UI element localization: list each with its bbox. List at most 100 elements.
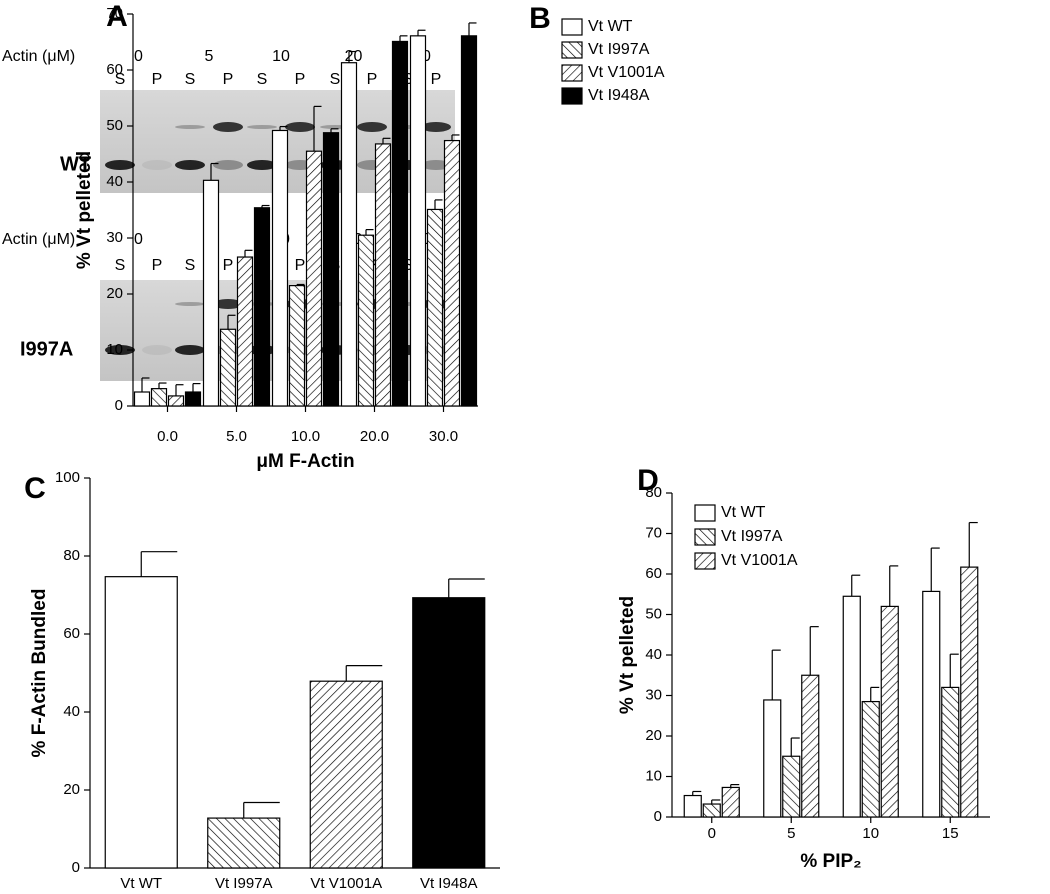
y-tick-label: 70 [645, 524, 662, 541]
gel-band [421, 122, 451, 132]
bar [202, 179, 220, 407]
bar [443, 139, 461, 407]
y-tick-label: 20 [63, 781, 80, 798]
gel-band [142, 345, 172, 355]
bar [305, 150, 323, 407]
x-tick-label: 10 [862, 825, 879, 842]
y-tick-label: 40 [645, 646, 662, 663]
x-tick-label: 5.0 [226, 428, 247, 445]
bar [184, 391, 202, 407]
y-tick-label: 60 [63, 625, 80, 642]
y-axis-label: % F-Actin Bundled [29, 589, 50, 758]
bar [271, 129, 289, 407]
bar [426, 208, 444, 407]
legend-swatch [561, 41, 583, 59]
lane-label: S [115, 257, 126, 274]
gel-band [213, 299, 243, 309]
x-axis-label: % PIP₂ [800, 851, 861, 872]
gel-band [142, 160, 172, 170]
bar [207, 817, 281, 869]
bar [374, 143, 392, 407]
y-tick-label: 10 [645, 767, 662, 784]
lane-label: S [257, 71, 268, 88]
bar [391, 40, 409, 407]
bar [763, 699, 782, 818]
x-tick-label: 5 [787, 825, 795, 842]
y-tick-label: 0 [115, 397, 123, 414]
y-tick-label: 40 [106, 173, 123, 190]
lane-label: S [185, 257, 196, 274]
concentration-label: 0 [134, 231, 143, 248]
bar [702, 803, 721, 818]
bar [236, 256, 254, 407]
gel-band [175, 160, 205, 170]
x-tick-label: 15 [942, 825, 959, 842]
y-tick-label: 80 [63, 547, 80, 564]
panel-label: A [106, 0, 128, 33]
lane-label: P [295, 71, 306, 88]
legend-label: Vt I997A [721, 528, 783, 545]
x-tick-label: Vt WT [120, 875, 162, 892]
x-tick-label: Vt I948A [420, 875, 478, 892]
gel-band [175, 125, 205, 129]
legend-label: Vt WT [588, 18, 633, 35]
y-axis-label: % Vt pelleted [74, 151, 95, 269]
bar [960, 566, 979, 818]
x-tick-label: Vt V1001A [310, 875, 382, 892]
panel-label: D [637, 464, 659, 497]
x-tick-label: 10.0 [291, 428, 320, 445]
bar [782, 755, 801, 818]
gel-band [175, 302, 205, 306]
y-tick-label: 100 [55, 469, 80, 486]
y-tick-label: 10 [106, 341, 123, 358]
bar [288, 285, 306, 407]
bar [683, 794, 702, 818]
y-tick-label: 60 [645, 565, 662, 582]
y-tick-label: 60 [106, 61, 123, 78]
gel-band [421, 160, 451, 170]
bar [150, 388, 168, 407]
gel-band [213, 160, 243, 170]
bar [941, 686, 960, 818]
concentration-label: 0 [134, 48, 143, 65]
y-tick-label: 50 [645, 605, 662, 622]
x-tick-label: 20.0 [360, 428, 389, 445]
x-tick-label: 0 [708, 825, 716, 842]
gel-band [105, 160, 135, 170]
lane-label: S [115, 71, 126, 88]
bar [801, 674, 820, 818]
y-tick-label: 20 [106, 285, 123, 302]
legend-swatch [561, 64, 583, 82]
lane-label: P [367, 71, 378, 88]
legend-swatch [694, 504, 716, 522]
lane-label: S [330, 71, 341, 88]
row-label: I997A [20, 338, 73, 360]
y-tick-label: 70 [106, 5, 123, 22]
gel-band [105, 345, 135, 355]
gel-band [175, 345, 205, 355]
actin-label: Actin (μM) [2, 48, 75, 65]
bar [322, 132, 340, 407]
lane-label: P [152, 71, 163, 88]
bar [922, 590, 941, 818]
legend-swatch [694, 552, 716, 570]
lane-label: P [223, 71, 234, 88]
bar [721, 786, 740, 818]
bar [880, 605, 899, 818]
x-axis-label: μM F-Actin [256, 451, 354, 472]
bar [357, 234, 375, 407]
gel-band [247, 160, 277, 170]
bar [167, 395, 185, 407]
bar [253, 207, 271, 407]
bar [340, 62, 358, 407]
lane-label: P [223, 257, 234, 274]
bar [460, 35, 478, 407]
bar [842, 595, 861, 818]
legend-swatch [694, 528, 716, 546]
row-label: WT [60, 153, 91, 175]
y-tick-label: 30 [106, 229, 123, 246]
y-axis-label: % Vt pelleted [617, 596, 638, 714]
lane-label: P [295, 257, 306, 274]
actin-label: Actin (μM) [2, 231, 75, 248]
